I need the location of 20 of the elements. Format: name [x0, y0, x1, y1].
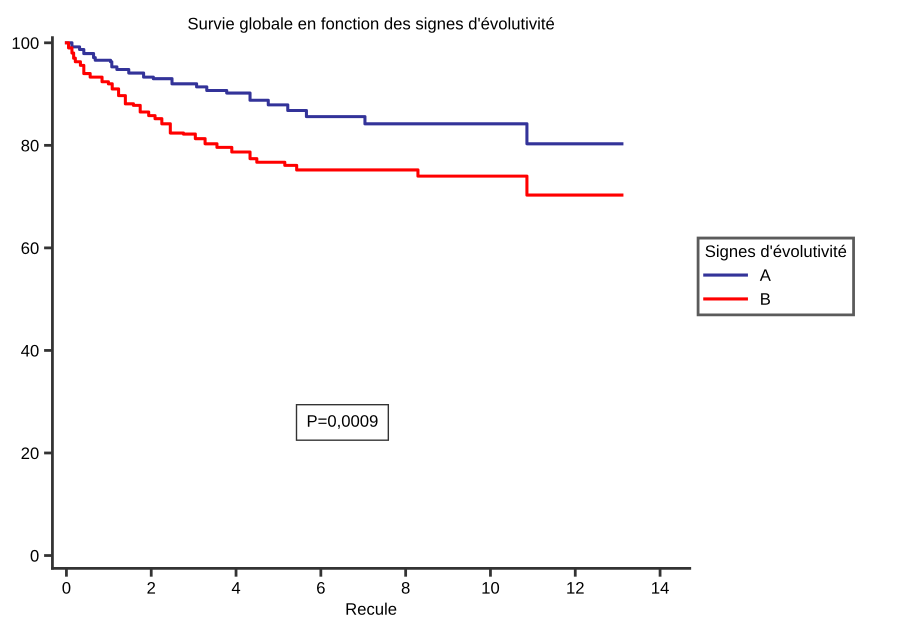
x-tick-label: 4	[232, 582, 240, 594]
y-tick-label: 80	[21, 140, 39, 152]
y-tick-label: 100	[12, 37, 39, 50]
y-tick-label: 20	[22, 447, 39, 460]
x-axis-title: Recule	[346, 602, 396, 615]
legend-label: B	[761, 293, 770, 305]
x-tick-label: 10	[482, 582, 500, 594]
legend-title: Signes d'évolutivité	[706, 244, 846, 260]
x-tick-label: 2	[147, 582, 156, 594]
x-tick-label: 6	[317, 582, 325, 594]
y-tick-label: 40	[21, 344, 39, 357]
x-tick-label: 14	[652, 582, 669, 594]
x-tick-label: 12	[567, 582, 584, 594]
y-tick-label: 60	[22, 242, 39, 254]
chart-title: Survie globale en fonction des signes d'évolutivité	[188, 17, 554, 33]
annotation: P=0,0009	[308, 415, 378, 429]
x-tick-label: 8	[402, 582, 410, 594]
legend-label: A	[760, 269, 771, 281]
x-tick-label: 0	[62, 582, 70, 594]
y-tick-label: 0	[30, 550, 39, 562]
